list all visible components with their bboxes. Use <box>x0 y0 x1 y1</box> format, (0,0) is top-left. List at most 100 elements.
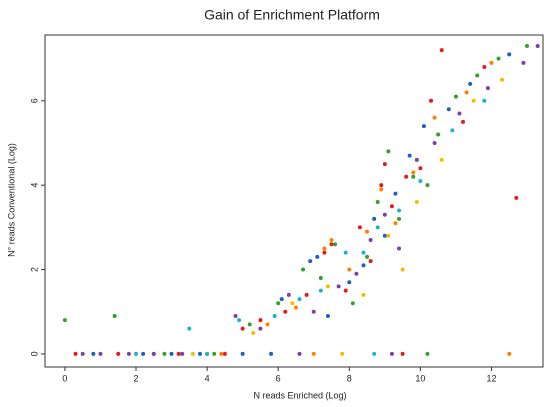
chart-title: Gain of Enrichment Platform <box>204 7 380 23</box>
point <box>197 351 202 356</box>
point <box>279 297 284 302</box>
point <box>350 301 355 306</box>
point <box>311 309 316 314</box>
point <box>386 149 391 154</box>
point <box>297 351 302 356</box>
point <box>73 351 78 356</box>
point <box>507 52 512 57</box>
point <box>354 271 359 276</box>
point <box>318 275 323 280</box>
point <box>446 107 451 112</box>
y-tick-label: 0 <box>29 351 39 356</box>
point <box>365 254 370 259</box>
point <box>293 305 298 310</box>
point <box>311 351 316 356</box>
point <box>272 313 277 318</box>
y-tick-label: 6 <box>29 98 39 103</box>
point <box>62 318 67 323</box>
point <box>425 183 430 188</box>
point <box>372 216 377 221</box>
point <box>347 267 352 272</box>
y-tick-label: 4 <box>29 183 39 188</box>
point <box>453 94 458 99</box>
point <box>333 242 338 247</box>
x-tick-label: 4 <box>205 373 210 383</box>
y-tick-label: 2 <box>29 267 39 272</box>
point <box>379 183 384 188</box>
x-tick-label: 12 <box>486 373 496 383</box>
point <box>418 166 423 171</box>
point <box>276 301 281 306</box>
point <box>421 124 426 129</box>
point <box>375 225 380 230</box>
point <box>382 233 387 238</box>
point <box>91 351 96 356</box>
point <box>112 313 117 318</box>
point <box>457 111 462 116</box>
point <box>375 200 380 205</box>
point <box>297 297 302 302</box>
point <box>116 351 121 356</box>
point <box>485 86 490 91</box>
point <box>286 292 291 297</box>
point <box>411 174 416 179</box>
point <box>251 330 256 335</box>
point <box>372 351 377 356</box>
point <box>450 128 455 133</box>
point <box>393 221 398 226</box>
point <box>386 233 391 238</box>
point <box>237 318 242 323</box>
point <box>308 259 313 264</box>
point <box>212 351 217 356</box>
point <box>233 313 238 318</box>
point <box>500 77 505 82</box>
point <box>482 65 487 70</box>
point <box>126 351 131 356</box>
point <box>347 280 352 285</box>
point <box>397 246 402 251</box>
point <box>382 162 387 167</box>
point <box>411 170 416 175</box>
point <box>368 259 373 264</box>
x-tick-label: 8 <box>347 373 352 383</box>
point <box>222 351 227 356</box>
point <box>397 208 402 213</box>
point <box>475 73 480 78</box>
point <box>258 326 263 331</box>
plot-frame <box>44 34 544 368</box>
point <box>482 98 487 103</box>
x-tick-label: 0 <box>62 373 67 383</box>
point <box>80 351 85 356</box>
point <box>496 56 501 61</box>
point <box>432 140 437 145</box>
point <box>361 263 366 268</box>
point <box>414 200 419 205</box>
point <box>205 351 210 356</box>
point <box>414 157 419 162</box>
point <box>429 98 434 103</box>
x-tick-label: 10 <box>415 373 425 383</box>
point <box>322 246 327 251</box>
point <box>368 238 373 243</box>
point <box>343 250 348 255</box>
point <box>325 284 330 289</box>
point <box>361 292 366 297</box>
point <box>187 326 192 331</box>
point <box>301 267 306 272</box>
point <box>393 191 398 196</box>
point <box>389 204 394 209</box>
point <box>400 267 405 272</box>
point <box>468 81 473 86</box>
point <box>151 351 156 356</box>
point <box>389 351 394 356</box>
point <box>190 351 195 356</box>
point <box>176 351 181 356</box>
point <box>514 195 519 200</box>
point <box>258 318 263 323</box>
point <box>425 351 430 356</box>
point <box>162 351 167 356</box>
y-axis-label: N° reads Conventional (Log) <box>6 143 16 257</box>
x-tick-label: 2 <box>133 373 138 383</box>
point <box>432 115 437 120</box>
point <box>461 119 466 124</box>
